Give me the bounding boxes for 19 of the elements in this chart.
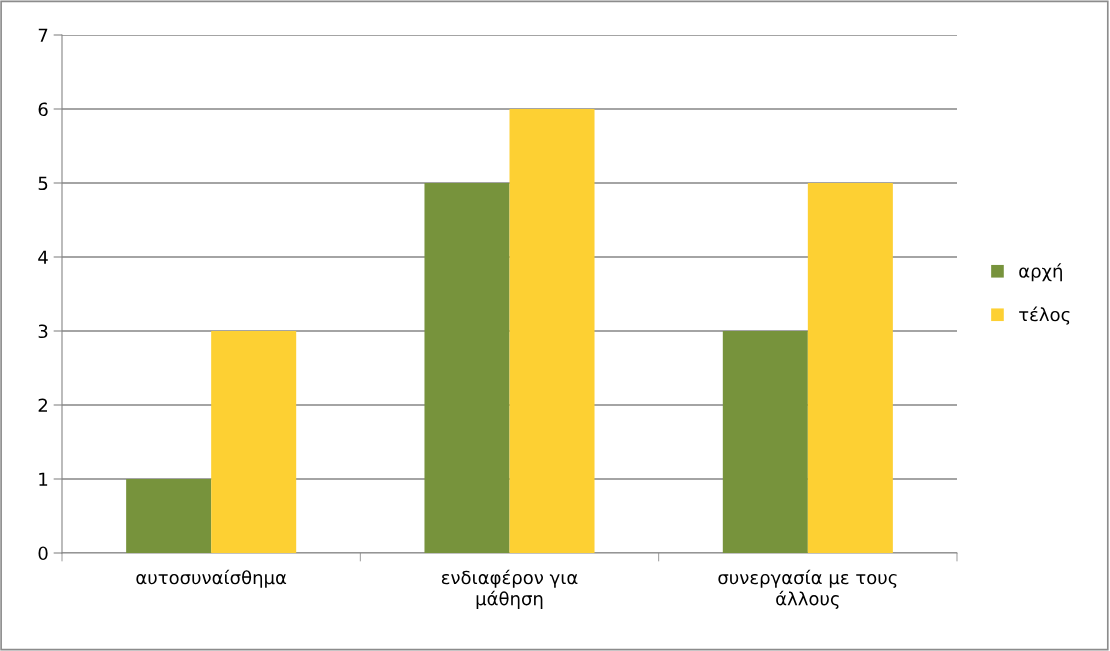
- bar: [807, 183, 893, 553]
- y-tick-label: 4: [38, 250, 48, 264]
- bar: [722, 331, 808, 553]
- legend-label: αρχή: [1019, 263, 1062, 282]
- y-tick-label: 5: [38, 176, 48, 191]
- y-tick-label: 6: [38, 102, 48, 117]
- bar: [424, 183, 510, 553]
- x-tick-label: αυτοσυναίσθημα: [136, 569, 287, 588]
- y-tick-label: 7: [38, 28, 48, 42]
- y-tick-label: 2: [38, 398, 47, 412]
- x-tick-label: συνεργασία με τους άλλους: [718, 569, 897, 610]
- y-tick-label: 1: [39, 472, 48, 486]
- bar: [211, 331, 297, 553]
- bar: [509, 109, 595, 553]
- bar: [126, 479, 212, 553]
- y-tick-label: 0: [38, 546, 48, 561]
- y-tick-label: 3: [38, 324, 48, 339]
- x-tick-label: ενδιαφέρον για μάθηση: [441, 569, 578, 609]
- legend-label: τέλος: [1019, 306, 1070, 325]
